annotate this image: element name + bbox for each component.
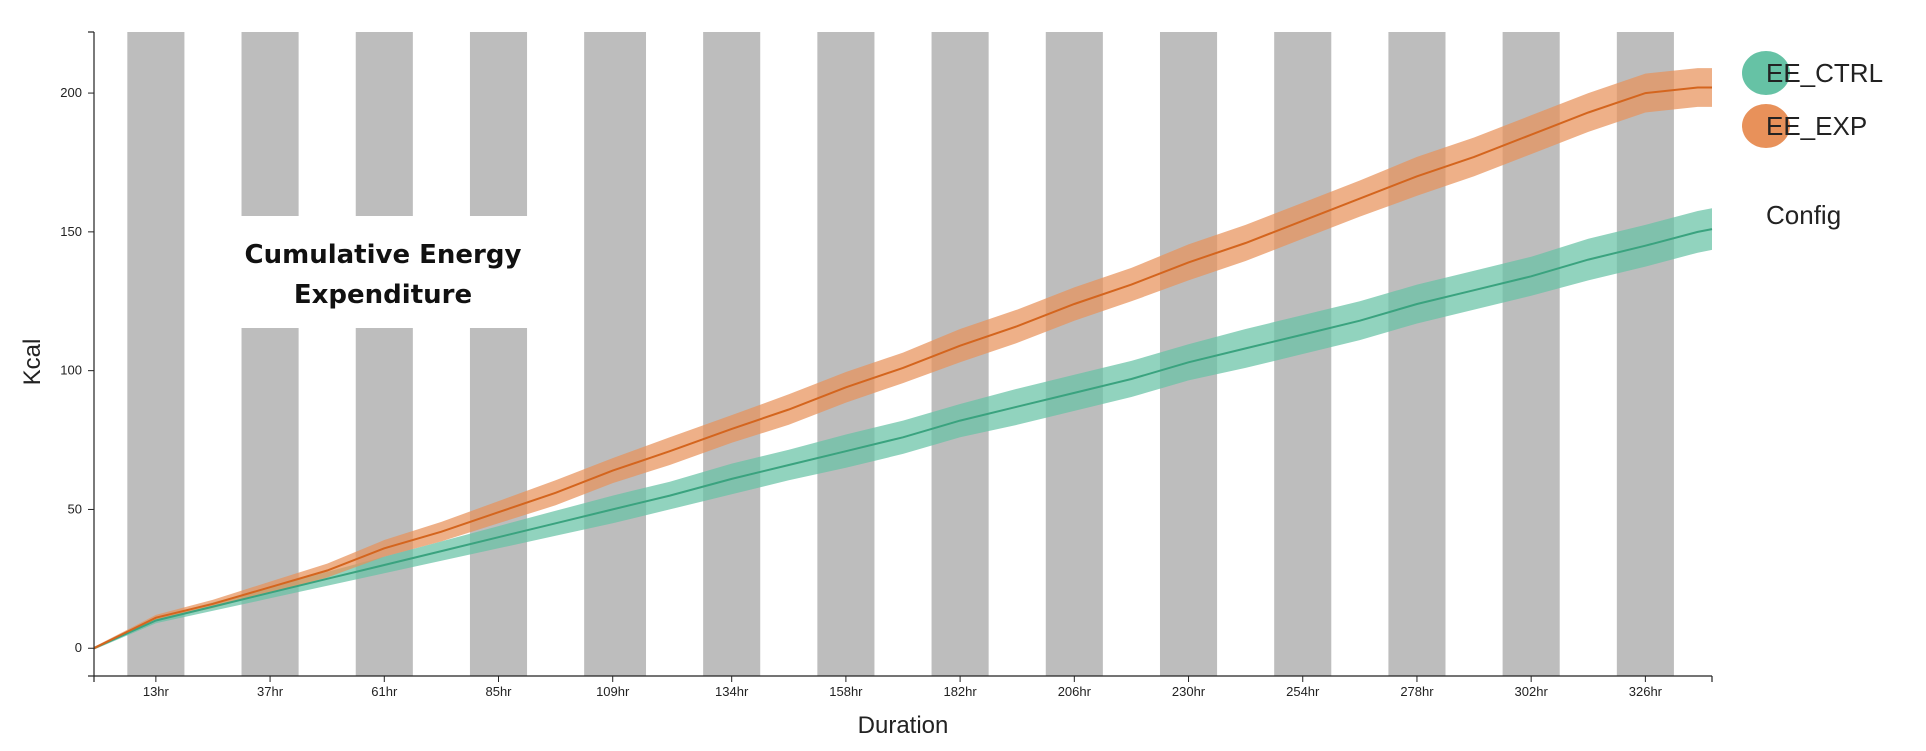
dark-period-band-4 [469, 32, 528, 676]
config-button[interactable]: Config [1766, 200, 1841, 230]
dark-period-band-3 [355, 32, 413, 676]
x-axis-title: Duration [858, 712, 949, 739]
x-tick-label: 109hr [596, 684, 630, 699]
dark-period-band-5 [584, 32, 647, 676]
x-tick-label: 61hr [371, 684, 398, 699]
legend-swatch [1742, 51, 1790, 95]
chart-title-line-2: Expenditure [294, 280, 472, 310]
chart-title-box: Cumulative Energy Expenditure [228, 216, 538, 328]
legend-label: EE_EXP [1766, 111, 1867, 141]
series-band-ee-ctrl [94, 208, 1712, 650]
chart-title-background [228, 216, 538, 328]
legend-item-ee-ctrl[interactable]: EE_CTRL [1742, 51, 1883, 95]
series-band-ee-exp [94, 68, 1712, 650]
y-tick-label: 50 [68, 501, 82, 516]
x-tick-label: 85hr [485, 684, 512, 699]
x-tick-label: 254hr [1286, 684, 1320, 699]
dark-period-band-9 [1045, 32, 1103, 676]
x-tick-label: 158hr [829, 684, 863, 699]
dark-period-band-14 [1616, 32, 1674, 676]
series-line-ee-exp [93, 86, 1712, 650]
x-tick-label: 134hr [715, 684, 749, 699]
x-tick-label: 278hr [1400, 684, 1434, 699]
dark-period-band-2 [241, 32, 299, 676]
series-line-ee-ctrl [93, 228, 1713, 650]
legend-label: EE_CTRL [1766, 58, 1883, 88]
y-tick-label: 100 [60, 363, 82, 378]
dark-period-bands [127, 32, 1674, 676]
x-tick-label: 302hr [1515, 684, 1549, 699]
series-layer [93, 68, 1713, 650]
axes: 0 50 100 150 200 13hr 37hr 61hr 85hr 109hr 134hr 15… [60, 31, 1713, 699]
dark-period-band-7 [817, 32, 875, 676]
x-tick-label: 37hr [257, 684, 284, 699]
x-tick-label: 182hr [943, 684, 977, 699]
legend[interactable]: EE_CTRL EE_EXP [1742, 51, 1883, 148]
x-tick-label: 13hr [143, 684, 170, 699]
legend-item-ee-exp[interactable]: EE_EXP [1742, 104, 1867, 148]
x-tick-label: 230hr [1172, 684, 1206, 699]
y-tick-label: 200 [60, 85, 82, 100]
y-tick-label: 150 [60, 224, 82, 239]
dark-period-band-12 [1388, 32, 1446, 676]
chart-title-line-1: Cumulative Energy [245, 240, 522, 270]
legend-swatch [1742, 104, 1790, 148]
x-tick-label: 326hr [1629, 684, 1663, 699]
dark-period-band-6 [703, 32, 761, 676]
dark-period-band-1 [127, 32, 185, 676]
y-axis-title: Kcal [19, 339, 46, 386]
y-tick-label: 0 [75, 640, 82, 655]
x-tick-label: 206hr [1058, 684, 1092, 699]
